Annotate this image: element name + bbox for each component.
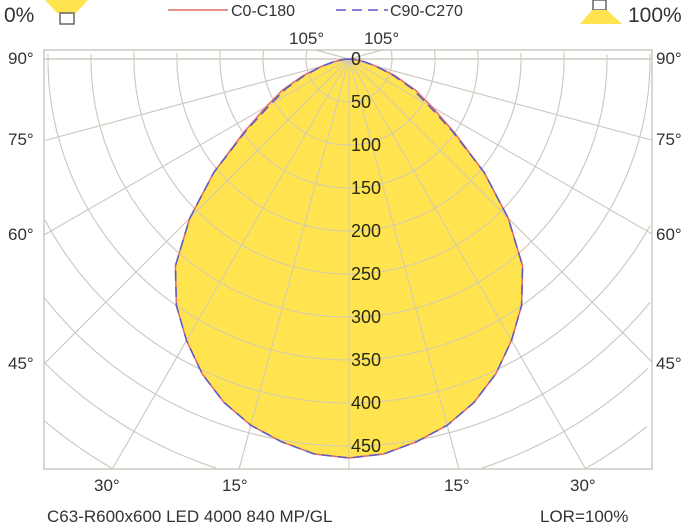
ring-labels: 0 50 100 150 200 250 300 350 400 450 — [351, 49, 381, 456]
right-percent: 100% — [628, 4, 682, 27]
angle-label-bottom-30-right: 30° — [570, 476, 596, 495]
angle-label-bottom-15-right: 15° — [444, 476, 470, 495]
angle-label-left-75: 75° — [8, 130, 34, 149]
grid-radial-overlay — [43, 58, 350, 236]
grid-radial-overlay — [111, 58, 350, 470]
grid-radial-overlay — [348, 58, 653, 363]
angle-label-top-105-right: 105° — [364, 29, 399, 48]
grid-radial-overlay — [43, 58, 350, 142]
angle-label-right-45: 45° — [656, 354, 682, 373]
grid-ring-overlay — [43, 296, 651, 447]
angle-label-left-90: 90° — [8, 49, 34, 68]
legend: C0-C180 C90-C270 — [168, 3, 463, 20]
lor-value: LOR=100% — [540, 507, 628, 526]
luminaire-name: C63-R600x600 LED 4000 840 MP/GL — [47, 507, 332, 526]
grid-overlay — [43, 49, 653, 470]
ring-label: 200 — [351, 221, 381, 241]
grid-ring-overlay — [44, 220, 651, 404]
grid-ring-overlay — [44, 420, 648, 470]
grid-ring-overlay — [44, 362, 649, 469]
angle-label-left-60: 60° — [8, 225, 34, 244]
grid-radial-overlay — [315, 49, 350, 60]
grid-radial-overlay — [43, 58, 350, 365]
ring-label: 350 — [351, 350, 381, 370]
left-percent: 0% — [4, 4, 34, 27]
grid-radial-overlay — [348, 58, 460, 470]
ring-label: 100 — [351, 135, 381, 155]
grid-radial-overlay — [348, 58, 653, 141]
grid-radial-overlay — [348, 58, 653, 235]
legend-c90-label: C90-C270 — [390, 3, 463, 20]
ring-label: 150 — [351, 178, 381, 198]
angle-label-right-90: 90° — [656, 49, 682, 68]
series-c0-c180 — [174, 58, 524, 459]
ring-label: 0 — [351, 49, 361, 69]
angle-label-left-45: 45° — [8, 354, 34, 373]
luminaire-downlight-icon — [45, 0, 88, 25]
angle-label-right-75: 75° — [656, 130, 682, 149]
angle-label-right-60: 60° — [656, 225, 682, 244]
luminaire-uplight-icon — [580, 0, 622, 24]
grid-radial-overlay — [238, 58, 350, 470]
ring-label: 450 — [351, 436, 381, 456]
angle-label-bottom-30-left: 30° — [94, 476, 120, 495]
angle-label-bottom-15-left: 15° — [222, 476, 248, 495]
legend-c0-label: C0-C180 — [231, 3, 295, 20]
ring-label: 250 — [351, 264, 381, 284]
grid-radial-overlay — [348, 49, 383, 60]
ring-label: 400 — [351, 393, 381, 413]
plot-frame — [43, 49, 653, 470]
grid-radial-overlay — [348, 58, 587, 470]
curves — [43, 49, 653, 470]
ring-label: 300 — [351, 307, 381, 327]
angle-label-top-105-left: 105° — [289, 29, 324, 48]
ring-label: 50 — [351, 92, 371, 112]
